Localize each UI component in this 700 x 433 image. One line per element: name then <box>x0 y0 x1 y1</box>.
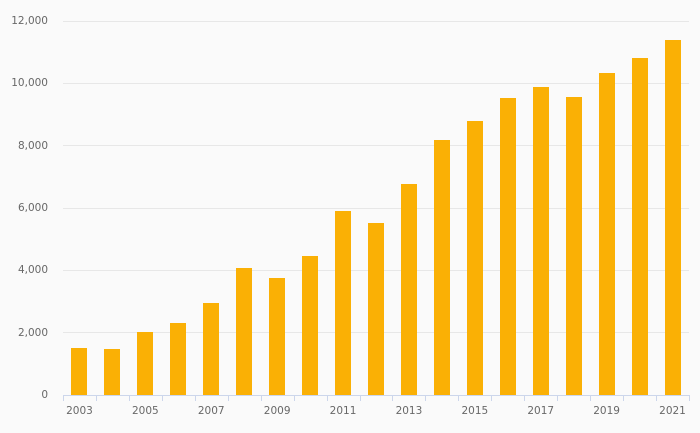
bar-2016[interactable] <box>499 97 516 395</box>
x-axis-tick <box>326 396 328 401</box>
bar-2007[interactable] <box>203 303 220 395</box>
x-axis-tick <box>392 396 394 401</box>
x-axis-label: 2009 <box>263 405 291 417</box>
x-axis-tick <box>491 396 493 401</box>
bar-2020[interactable] <box>631 58 648 395</box>
x-axis-tick <box>458 396 460 401</box>
y-axis-label: 0 <box>41 389 48 401</box>
x-axis-tick <box>359 396 361 401</box>
gridline <box>63 207 689 209</box>
y-axis-label: 4,000 <box>17 264 48 277</box>
x-axis-tick <box>425 396 427 401</box>
x-axis-tick <box>227 396 229 401</box>
x-axis-line <box>63 395 690 396</box>
y-axis-label: 2,000 <box>17 326 48 339</box>
x-axis-label: 2011 <box>329 405 357 417</box>
bar-2003[interactable] <box>71 347 88 395</box>
y-axis-label: 10,000 <box>11 77 48 90</box>
x-axis-tick <box>656 396 658 401</box>
y-axis-label: 8,000 <box>17 139 48 152</box>
y-axis-label: 12,000 <box>11 15 48 27</box>
bar-2019[interactable] <box>598 73 615 395</box>
bar-2008[interactable] <box>236 267 253 395</box>
x-axis-tick <box>293 396 295 401</box>
x-axis-label: 2015 <box>461 405 489 417</box>
bar-2017[interactable] <box>532 87 549 395</box>
x-axis-tick <box>63 396 64 401</box>
x-axis-label: 2021 <box>659 405 686 417</box>
x-axis-tick <box>194 396 196 401</box>
gridline <box>63 145 689 147</box>
x-axis-tick <box>689 396 690 401</box>
bar-2004[interactable] <box>104 348 121 395</box>
x-axis-tick <box>161 396 163 401</box>
x-axis-tick <box>623 396 625 401</box>
bar-2021[interactable] <box>664 40 681 395</box>
bar-2011[interactable] <box>335 211 352 395</box>
x-axis-tick <box>557 396 559 401</box>
bar-2014[interactable] <box>433 139 450 395</box>
bar-2010[interactable] <box>302 255 319 395</box>
x-axis-label: 2017 <box>527 405 555 417</box>
x-axis-label: 2019 <box>593 405 620 417</box>
gridline <box>63 20 689 22</box>
bar-2005[interactable] <box>137 331 154 395</box>
bar-2006[interactable] <box>170 323 187 395</box>
bar-2018[interactable] <box>565 96 582 395</box>
x-axis-tick <box>260 396 262 401</box>
bar-2015[interactable] <box>466 120 483 395</box>
x-axis-label: 2003 <box>66 405 93 417</box>
bar-2012[interactable] <box>368 222 384 395</box>
x-axis-tick <box>524 396 526 401</box>
y-axis-label: 6,000 <box>17 202 48 214</box>
gridline <box>63 82 689 84</box>
x-axis-tick <box>95 396 97 401</box>
x-axis-label: 2005 <box>131 405 159 417</box>
x-axis-tick <box>128 396 130 401</box>
x-axis-label: 2007 <box>197 405 225 417</box>
bar-2009[interactable] <box>269 277 286 395</box>
x-axis-label: 2013 <box>395 405 423 417</box>
bar-2013[interactable] <box>400 184 417 395</box>
x-axis-tick <box>590 396 592 401</box>
